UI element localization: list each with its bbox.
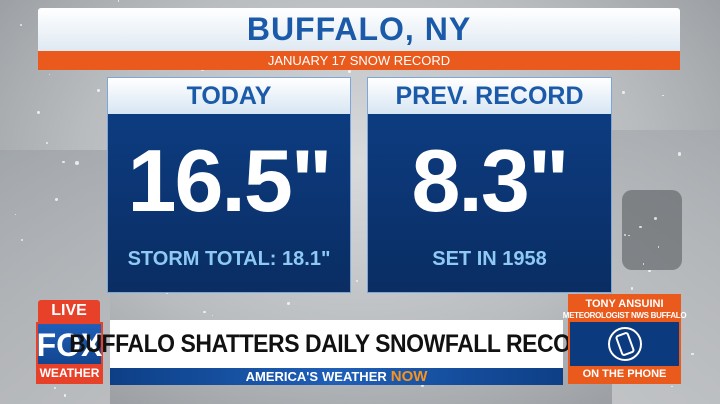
logo-weather: WEATHER xyxy=(38,364,101,382)
snowflake xyxy=(628,234,630,236)
snowflake xyxy=(15,213,17,215)
headline: BUFFALO SHATTERS DAILY SNOWFALL RECORD xyxy=(70,320,604,368)
panel-heading: PREV. RECORD xyxy=(368,78,611,114)
logo-fox: FOX xyxy=(36,326,103,363)
panel-value: 16.5" xyxy=(127,131,333,230)
caller-header: TONY ANSUINI METEOROLOGIST NWS BUFFALO xyxy=(562,296,687,322)
caller-name: TONY ANSUINI xyxy=(585,297,664,310)
tagline-part: NOW xyxy=(390,368,428,385)
tagline-part: WEATHER xyxy=(322,369,387,384)
snowflake xyxy=(654,216,658,221)
snowflake xyxy=(642,263,645,265)
snowflake xyxy=(54,198,58,202)
snowflake xyxy=(45,141,49,144)
snowflake xyxy=(53,387,57,390)
tagline: AMERICA'S WEATHER NOW xyxy=(110,368,563,385)
live-tag: LIVE xyxy=(38,300,100,322)
snowflake xyxy=(691,352,694,355)
headline-text: BUFFALO SHATTERS DAILY SNOWFALL RECORD xyxy=(69,329,604,358)
snowflake xyxy=(97,89,101,93)
snowflake xyxy=(630,287,634,290)
snowflake xyxy=(662,94,664,97)
snowflake xyxy=(657,246,660,248)
snowflake xyxy=(287,302,291,305)
background-car xyxy=(622,190,682,270)
snowflake xyxy=(677,152,682,156)
snowflake xyxy=(348,70,352,73)
panel-heading: TODAY xyxy=(108,78,350,114)
caller-status: ON THE PHONE xyxy=(570,366,679,382)
snowflake xyxy=(648,269,651,273)
snowflake xyxy=(63,394,67,397)
snowflake xyxy=(19,24,22,27)
snowflake xyxy=(639,226,642,229)
header-title: BUFFALO, NY xyxy=(38,8,680,51)
snowflake xyxy=(61,160,65,164)
snowflake xyxy=(21,238,23,241)
snowflake xyxy=(211,314,214,317)
panel-note: SET IN 1958 xyxy=(432,247,547,270)
snowflake xyxy=(623,233,627,237)
snowflake xyxy=(48,74,51,76)
snowflake xyxy=(37,111,40,114)
tagline-part: AMERICA'S xyxy=(245,369,318,384)
network-logo: FOX WEATHER xyxy=(36,322,103,384)
snowflake xyxy=(203,310,206,314)
header-subtitle: JANUARY 17 SNOW RECORD xyxy=(38,51,680,70)
panel-value: 8.3" xyxy=(411,131,569,230)
snowflake xyxy=(420,383,424,388)
snowflake xyxy=(117,0,120,2)
caller-role: METEOROLOGIST NWS BUFFALO xyxy=(562,310,687,320)
snowflake xyxy=(671,386,673,388)
stat-panel: TODAY 16.5" STORM TOTAL: 18.1" xyxy=(107,77,351,293)
stat-panel: PREV. RECORD 8.3" SET IN 1958 xyxy=(367,77,612,293)
snowflake xyxy=(621,91,625,95)
caller-box: TONY ANSUINI METEOROLOGIST NWS BUFFALO O… xyxy=(562,294,687,384)
phone-icon xyxy=(608,327,642,361)
panel-note: STORM TOTAL: 18.1" xyxy=(127,247,331,270)
snowflake xyxy=(355,279,359,282)
snowflake xyxy=(74,161,79,165)
